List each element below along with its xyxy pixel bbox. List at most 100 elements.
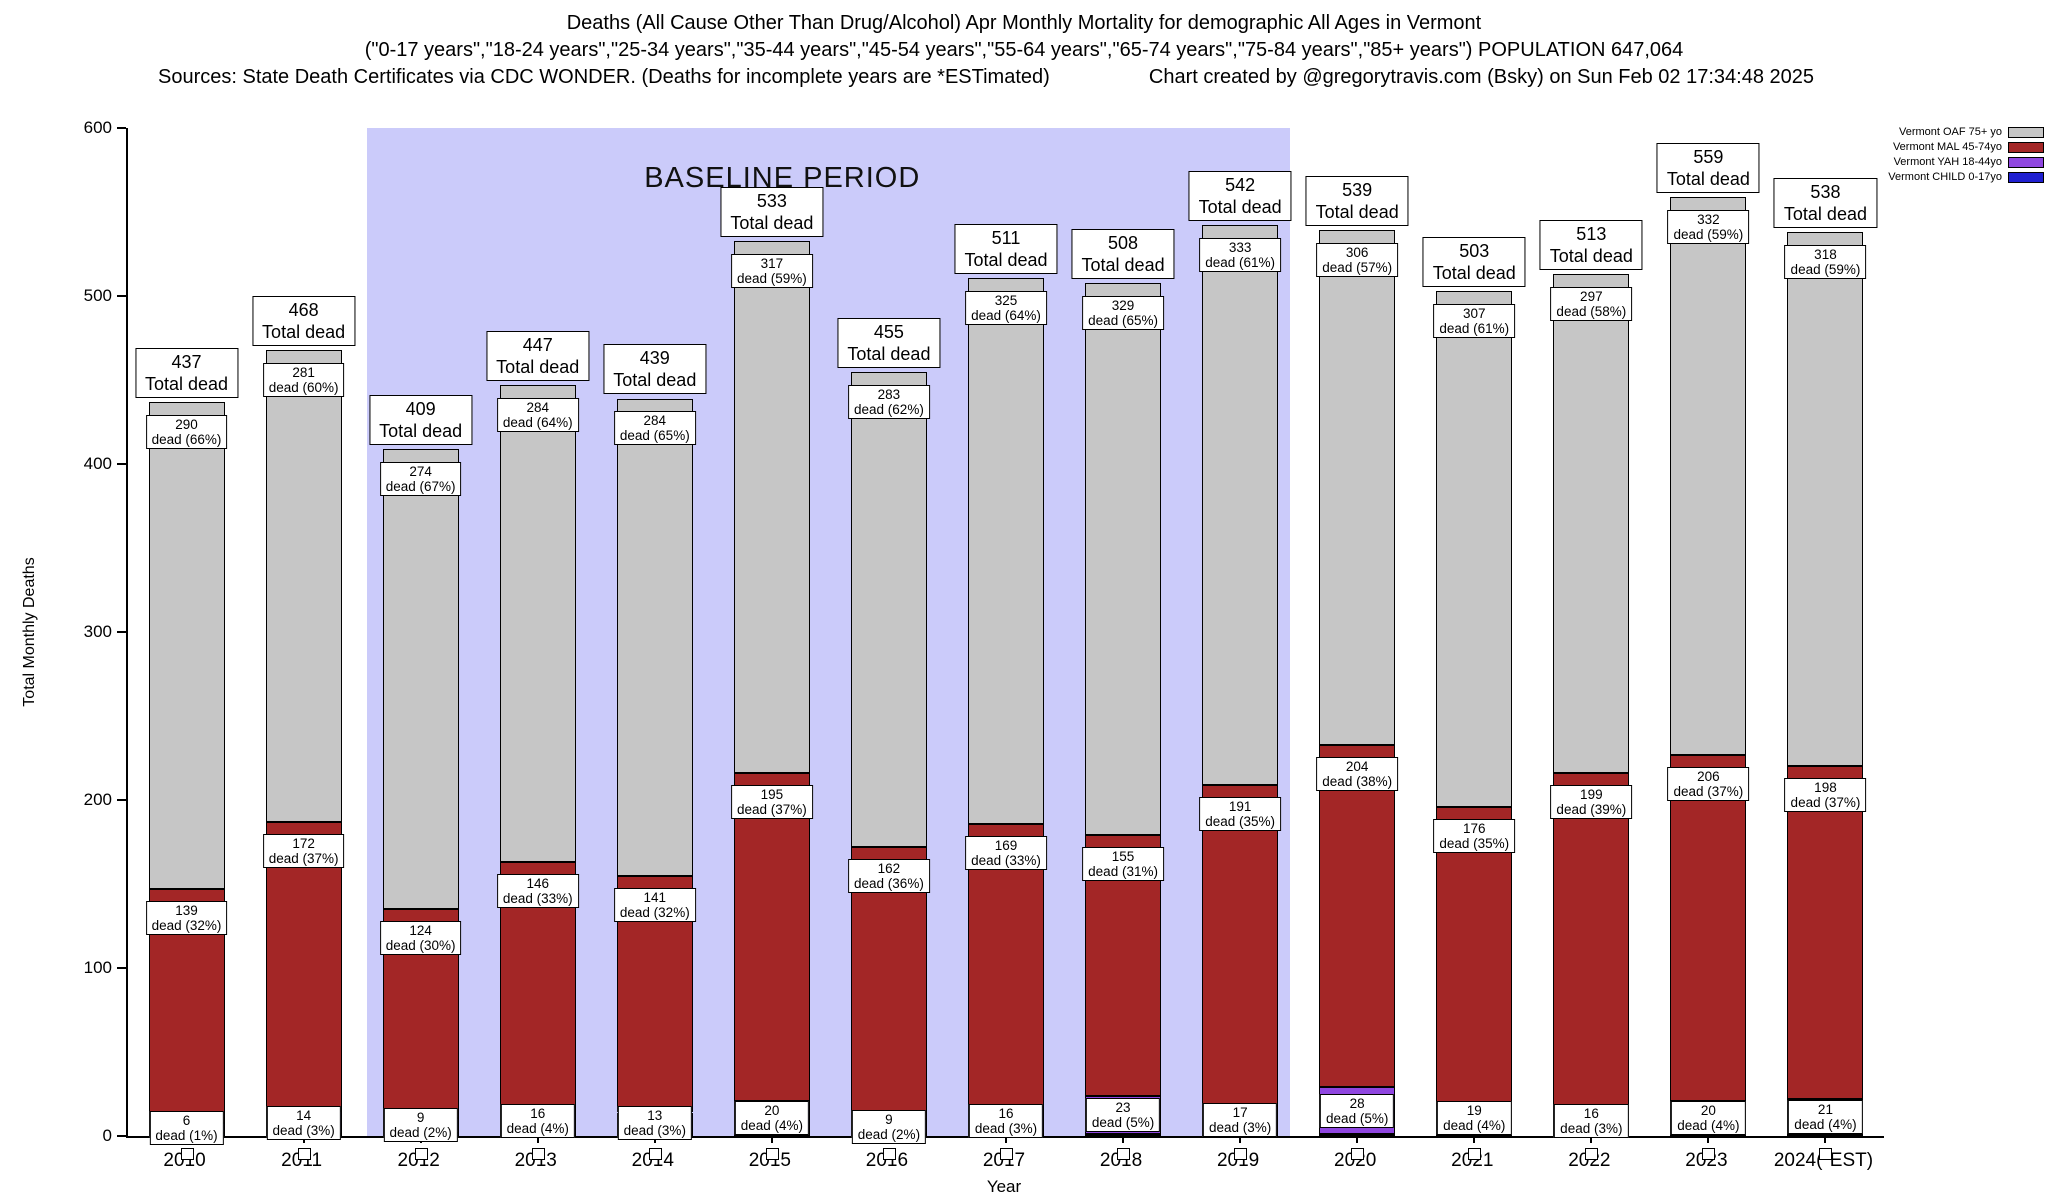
y-tick-label: 400 — [83, 454, 112, 473]
segment-label: 6 dead (1%) — [149, 1110, 224, 1145]
segment-suffix: dead (57%) — [1322, 260, 1393, 276]
segment-label: 306 dead (57%) — [1316, 243, 1399, 278]
credit-note: Chart created by @gregorytravis.com (Bsk… — [1148, 66, 1814, 88]
segment-value: 9 — [885, 1111, 893, 1127]
segment-value: 155 — [1111, 849, 1135, 865]
segment-label: 16 dead (4%) — [500, 1103, 575, 1138]
segment-label: 17 dead (3%) — [1202, 1103, 1278, 1138]
total-label: 539 Total dead — [1305, 176, 1409, 227]
segment-value: 17 — [1232, 1105, 1248, 1121]
segment-label: 16 dead (3%) — [968, 1103, 1044, 1138]
child-label-box — [1234, 1148, 1248, 1160]
bar-segment-mal — [1670, 754, 1747, 1101]
child-label-box — [648, 1148, 662, 1160]
segment-value: 9 — [416, 1110, 425, 1126]
total-label: 409 Total dead — [369, 394, 473, 445]
segment-value: 13 — [647, 1108, 663, 1124]
segment-value: 139 — [175, 903, 198, 919]
segment-label: 297 dead (58%) — [1550, 287, 1633, 322]
total-value: 447 — [522, 335, 553, 356]
bar-segment-oaf — [1436, 290, 1513, 807]
total-value: 455 — [873, 321, 904, 342]
segment-label: 14 dead (3%) — [266, 1105, 341, 1140]
total-value: 539 — [1342, 180, 1373, 201]
segment-suffix: dead (2%) — [389, 1125, 452, 1141]
total-label: 542 Total dead — [1188, 171, 1292, 222]
segment-label: 141 dead (32%) — [613, 887, 696, 922]
child-label-box — [1468, 1148, 1482, 1160]
segment-suffix: dead (3%) — [272, 1122, 335, 1138]
segment-label: 9 dead (2%) — [851, 1109, 927, 1144]
segment-label: 329 dead (65%) — [1082, 295, 1164, 330]
x-tick-label: 2015 — [748, 1150, 791, 1171]
segment-suffix: dead (3%) — [1560, 1120, 1623, 1136]
total-label: 468 Total dead — [252, 295, 356, 346]
total-suffix: Total dead — [847, 343, 931, 364]
total-suffix: Total dead — [730, 212, 814, 233]
plot-area: BASELINE PERIOD 437 Total dead 290 dead (66%… — [126, 128, 1884, 1160]
segment-value: 199 — [1580, 787, 1603, 803]
segment-value: 318 — [1814, 247, 1837, 263]
segment-label: 333 dead (61%) — [1199, 238, 1282, 273]
title-line-1: Deaths (All Cause Other Than Drug/Alcoho… — [566, 12, 1482, 34]
child-label-box — [531, 1148, 545, 1160]
x-tick — [1473, 1137, 1476, 1143]
segment-suffix: dead (4%) — [1677, 1117, 1740, 1133]
title-line-2: ("0-17 years","18-24 years","25-34 years… — [364, 39, 1684, 61]
legend-item: Vermont YAH 18-44yo — [1844, 156, 2044, 168]
y-tick-mark — [117, 295, 126, 297]
x-tick-label: 2020 — [1334, 1150, 1377, 1171]
legend-item: Vermont CHILD 0-17yo — [1844, 171, 2044, 183]
segment-suffix: dead (30%) — [385, 938, 456, 954]
title-line-3: Sources: State Death Certificates via CD… — [158, 64, 1814, 91]
segment-suffix: dead (64%) — [971, 307, 1041, 323]
segment-suffix: dead (65%) — [619, 428, 690, 444]
segment-suffix: dead (33%) — [971, 852, 1041, 868]
segment-value: 297 — [1580, 289, 1603, 305]
total-suffix: Total dead — [1315, 202, 1399, 223]
x-tick-label: 2018 — [1099, 1150, 1143, 1171]
segment-label: 146 dead (33%) — [496, 874, 579, 909]
total-value: 513 — [1576, 224, 1607, 245]
segment-suffix: dead (3%) — [1208, 1120, 1272, 1136]
y-tick-label: 300 — [83, 622, 112, 641]
total-suffix: Total dead — [1666, 168, 1750, 189]
segment-suffix: dead (58%) — [1556, 304, 1627, 320]
segment-label: 162 dead (36%) — [848, 859, 930, 894]
child-label-box — [1000, 1148, 1013, 1160]
bar-segment-mal — [733, 773, 810, 1101]
legend-item: Vermont MAL 45-74yo — [1844, 141, 2044, 153]
segment-value: 195 — [760, 787, 784, 803]
total-label: 455 Total dead — [837, 317, 941, 368]
y-tick-mark — [117, 967, 126, 969]
segment-suffix: dead (60%) — [268, 379, 339, 395]
x-tick — [1707, 1137, 1710, 1143]
bar-segment-oaf — [1670, 196, 1747, 755]
bar-segment-child — [1787, 1134, 1864, 1136]
bar-segment-oaf — [1085, 282, 1162, 836]
bar-segment-mal — [1436, 806, 1513, 1103]
segment-label: 28 dead (5%) — [1320, 1093, 1395, 1128]
segment-suffix: dead (37%) — [268, 850, 339, 866]
x-tick — [1356, 1137, 1359, 1143]
segment-suffix: dead (65%) — [1088, 312, 1158, 328]
segment-value: 206 — [1697, 768, 1720, 784]
segment-suffix: dead (3%) — [974, 1120, 1038, 1136]
segment-value: 317 — [760, 255, 784, 271]
segment-value: 16 — [530, 1105, 546, 1121]
y-axis-title: Total Monthly Deaths — [21, 557, 38, 707]
x-tick — [1239, 1137, 1242, 1143]
x-tick-label: 2016 — [865, 1150, 909, 1171]
total-value: 533 — [756, 190, 787, 211]
segment-label: 318 dead (59%) — [1784, 245, 1867, 280]
bar-segment-oaf — [1202, 225, 1279, 785]
child-label-box — [1351, 1148, 1365, 1160]
total-suffix: Total dead — [1432, 262, 1516, 283]
segment-value: 333 — [1228, 240, 1252, 256]
x-tick — [770, 1137, 773, 1143]
segment-suffix: dead (2%) — [857, 1126, 921, 1142]
segment-value: 191 — [1228, 798, 1252, 814]
segment-suffix: dead (33%) — [502, 891, 573, 907]
y-tick-label: 0 — [102, 1126, 112, 1145]
bar-segment-mal — [968, 823, 1044, 1108]
